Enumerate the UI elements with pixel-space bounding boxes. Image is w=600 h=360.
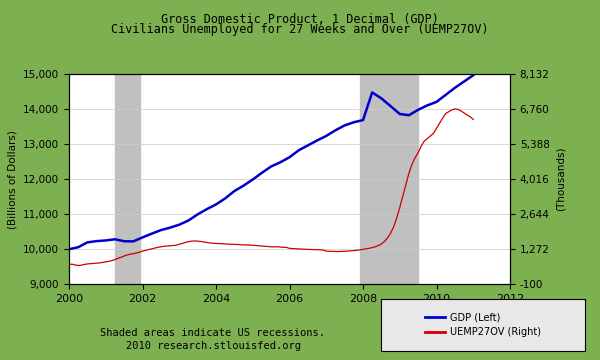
Y-axis label: (Thousands): (Thousands) — [555, 147, 565, 211]
Legend: GDP (Left), UEMP27OV (Right): GDP (Left), UEMP27OV (Right) — [421, 309, 545, 341]
Y-axis label: (Billions of Dollars): (Billions of Dollars) — [8, 130, 17, 229]
Text: Civilians Unemployed for 27 Weeks and Over (UEMP27OV): Civilians Unemployed for 27 Weeks and Ov… — [111, 23, 489, 36]
Bar — [360, 74, 418, 284]
Text: 2010 research.stlouisfed.org: 2010 research.stlouisfed.org — [125, 341, 301, 351]
Text: Gross Domestic Product, 1 Decimal (GDP): Gross Domestic Product, 1 Decimal (GDP) — [161, 13, 439, 26]
Text: Shaded areas indicate US recessions.: Shaded areas indicate US recessions. — [101, 328, 325, 338]
Bar — [115, 74, 140, 284]
